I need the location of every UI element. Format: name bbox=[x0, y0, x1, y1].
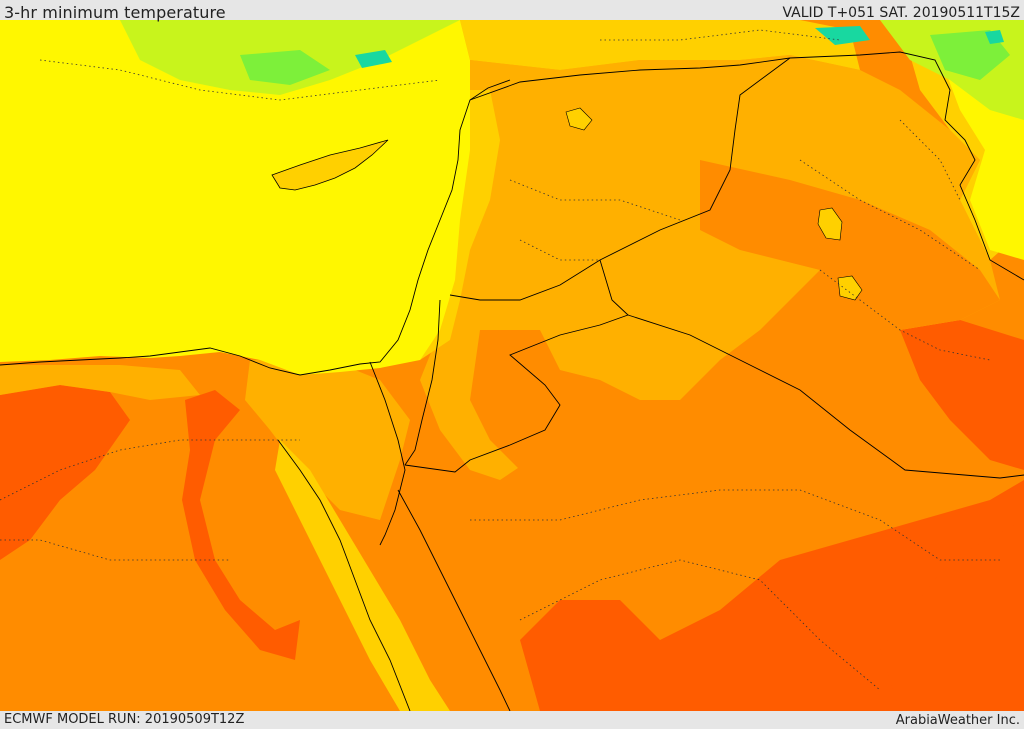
tharthar-lake bbox=[817, 207, 843, 241]
dotted-syria-2 bbox=[519, 239, 600, 261]
coastline-redsea-west bbox=[277, 439, 411, 711]
coastline-redsea-east bbox=[397, 489, 511, 711]
dark-orange-zone-nile bbox=[182, 390, 300, 660]
dark-orange-zone-egypt bbox=[0, 385, 130, 560]
cyan-zone-peak-1 bbox=[815, 26, 870, 45]
amber-zone-sinai bbox=[245, 360, 410, 520]
dotted-iran-1 bbox=[899, 119, 961, 201]
gold-zone-redsea-coast bbox=[275, 440, 450, 711]
dotted-iraq-1 bbox=[799, 159, 981, 271]
dotted-saudi-2 bbox=[519, 559, 881, 691]
map-canvas bbox=[0, 20, 1024, 711]
dotted-turkey-1 bbox=[39, 59, 441, 101]
credit-label: ArabiaWeather Inc. bbox=[895, 713, 1020, 728]
green-zone-turkey-peaks bbox=[240, 50, 330, 85]
dotted-saudi-1 bbox=[470, 489, 1000, 561]
dark-orange-zone-gulf-north bbox=[880, 520, 1024, 711]
border-sinai-israel bbox=[369, 361, 406, 546]
amber-zone-syria-desert bbox=[600, 230, 720, 310]
dotted-iraq-2 bbox=[819, 269, 991, 361]
cyan-zone-peak-2 bbox=[985, 30, 1004, 44]
temperature-map[interactable] bbox=[0, 20, 1024, 711]
cyan-zone-peak-3 bbox=[355, 50, 392, 68]
assad-lake bbox=[565, 107, 593, 131]
yellow-zone-mediterranean bbox=[0, 20, 470, 375]
border-iraq-saudi bbox=[627, 314, 1024, 479]
orange-zone-iraq-central bbox=[700, 160, 1000, 330]
border-turkey-syria bbox=[469, 51, 1024, 281]
cyprus-island bbox=[271, 139, 389, 191]
footer-bar: ECMWF MODEL RUN: 20190509T12Z ArabiaWeat… bbox=[0, 711, 1024, 729]
map-title: 3-hr minimum temperature bbox=[4, 3, 226, 22]
model-run-label: ECMWF MODEL RUN: 20190509T12Z bbox=[4, 712, 245, 727]
amber-zone-egypt-west bbox=[0, 365, 200, 400]
national-borders bbox=[0, 51, 1024, 711]
dotted-syria-1 bbox=[509, 179, 681, 221]
dotted-egypt-2 bbox=[0, 539, 230, 561]
border-israel-jordan bbox=[404, 299, 441, 466]
dark-orange-zone-iraq-east bbox=[900, 320, 1024, 470]
header-bar: 3-hr minimum temperature VALID T+051 SAT… bbox=[0, 0, 1024, 22]
dotted-egypt-1 bbox=[0, 439, 300, 501]
provincial-borders bbox=[0, 29, 1000, 691]
orange-zone-jordan bbox=[470, 330, 700, 480]
gold-zone-north-turkey bbox=[460, 20, 860, 70]
valid-time-label: VALID T+051 SAT. 20190511T15Z bbox=[782, 5, 1020, 21]
habbaniyah-lake bbox=[837, 275, 863, 301]
border-syria-iraq bbox=[449, 57, 791, 301]
